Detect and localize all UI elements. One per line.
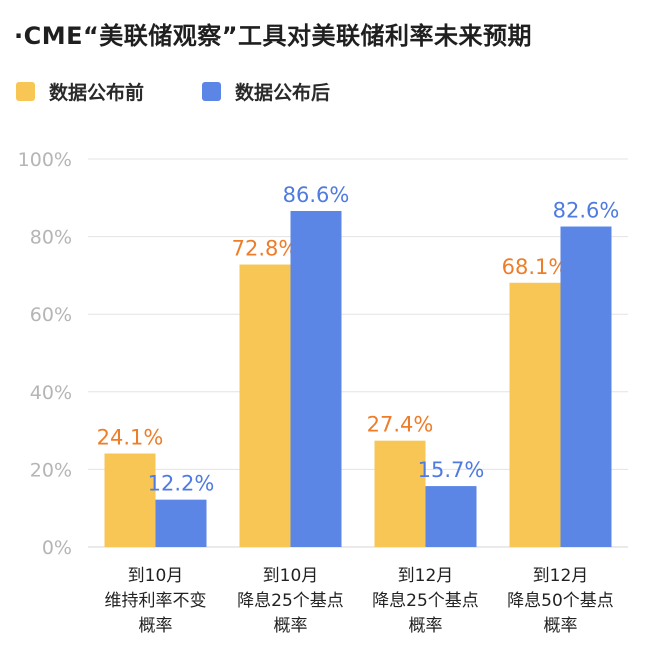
y-tick-label: 20% — [30, 459, 72, 481]
y-tick-label: 0% — [42, 537, 72, 559]
x-tick-label: 降息25个基点 — [372, 591, 479, 611]
y-tick-label: 100% — [18, 149, 72, 171]
legend-label-before: 数据公布前 — [49, 82, 145, 104]
bar-after — [155, 499, 207, 547]
x-tick-label: 概率 — [409, 616, 443, 636]
legend-item-after: 数据公布后 — [202, 78, 330, 105]
bar-before — [239, 264, 291, 547]
data-label-before: 72.8% — [232, 237, 299, 261]
x-tick-label: 概率 — [139, 616, 173, 636]
data-label-after: 15.7% — [418, 458, 485, 482]
x-tick-label: 到10月 — [263, 566, 319, 586]
x-tick-label: 概率 — [274, 616, 308, 636]
x-tick-label: 概率 — [544, 616, 578, 636]
x-tick-label: 到12月 — [533, 566, 589, 586]
x-tick-label: 降息25个基点 — [237, 591, 344, 611]
legend-label-after: 数据公布后 — [235, 82, 331, 104]
chart-title: ·CME“美联储观察”工具对美联储利率未来预期 — [14, 22, 533, 50]
bar-after — [290, 210, 342, 547]
x-tick-label: 维持利率不变 — [105, 591, 207, 611]
y-tick-label: 40% — [30, 382, 72, 404]
legend-swatch-before — [16, 82, 35, 101]
data-label-before: 24.1% — [97, 425, 164, 449]
bar-after — [560, 226, 612, 547]
legend-swatch-after — [202, 82, 222, 101]
y-tick-label: 80% — [30, 227, 72, 249]
x-tick-label: 降息50个基点 — [507, 591, 614, 611]
legend-item-before: 数据公布前 — [16, 78, 144, 105]
data-label-after: 86.6% — [283, 183, 350, 207]
bar-before — [374, 440, 426, 547]
x-tick-label: 到10月 — [128, 566, 184, 586]
y-tick-label: 60% — [30, 304, 72, 326]
data-label-after: 12.2% — [148, 472, 215, 496]
bar-after — [425, 486, 477, 547]
data-label-before: 27.4% — [367, 413, 434, 437]
data-label-before: 68.1% — [502, 255, 569, 279]
legend: 数据公布前 数据公布后 — [16, 78, 388, 105]
bar-before — [104, 453, 156, 547]
bar-before — [509, 282, 561, 547]
data-label-after: 82.6% — [553, 199, 620, 223]
x-tick-label: 到12月 — [398, 566, 454, 586]
